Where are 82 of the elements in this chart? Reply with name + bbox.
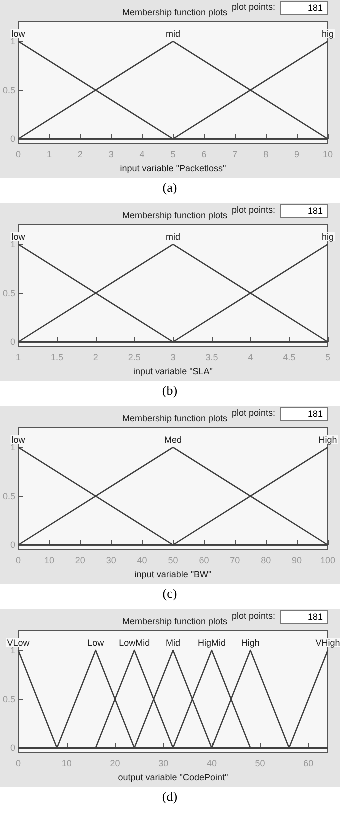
text: plot points: — [232, 205, 276, 215]
series-label: HigMid — [198, 638, 226, 648]
y-tick-label: 0 — [10, 337, 16, 348]
x-tick-label: 7 — [232, 150, 238, 160]
series-label: mid — [166, 29, 181, 40]
series-label: mid — [166, 232, 181, 242]
text: plot points: — [232, 2, 276, 12]
x-tick-label: 3 — [170, 352, 176, 362]
x-tick-label: 3 — [108, 150, 114, 160]
x-tick-label: 70 — [230, 556, 240, 566]
x-axis-title: input variable "SLA" — [134, 366, 213, 376]
text: 181 — [280, 1, 328, 15]
x-tick-label: 10 — [44, 556, 54, 566]
series-label: Med — [164, 435, 182, 446]
x-tick-label: 6 — [202, 150, 207, 160]
x-tick-label: 20 — [110, 758, 120, 768]
x-tick-label: 5 — [325, 352, 331, 362]
y-tick-label: 0.5 — [2, 85, 16, 96]
x-axis-title: output variable "CodePoint" — [118, 772, 228, 782]
chart-title: Membership function plots — [122, 210, 228, 220]
x-axis-title: input variable "BW" — [134, 569, 212, 580]
series-label: VLow — [7, 638, 30, 648]
x-tick-label: 20 — [75, 556, 86, 566]
text: plot points: — [232, 408, 276, 418]
series-label: High — [241, 638, 260, 648]
x-tick-label: 4 — [248, 352, 254, 362]
x-tick-label: 9 — [294, 150, 300, 160]
y-tick-label: 0.5 — [2, 491, 16, 502]
y-tick-label: 1 — [10, 442, 16, 453]
x-tick-label: 3.5 — [206, 352, 218, 362]
x-tick-label: 60 — [199, 556, 210, 566]
series-label: low — [12, 435, 26, 446]
chart-title: Membership function plots — [122, 414, 228, 424]
series-label: Mid — [166, 638, 181, 648]
x-tick-label: 40 — [206, 758, 217, 768]
text: (d) — [161, 789, 179, 805]
text: 181 — [280, 610, 328, 624]
text: (c) — [162, 586, 178, 602]
x-tick-label: 10 — [322, 150, 334, 160]
y-tick-label: 0 — [10, 134, 16, 144]
x-tick-label: 30 — [106, 556, 116, 566]
x-tick-label: 40 — [137, 556, 148, 566]
series-label: hig — [322, 29, 334, 40]
y-tick-label: 0 — [10, 743, 16, 754]
y-tick-label: 1 — [10, 240, 16, 250]
x-tick-label: 80 — [261, 556, 272, 566]
series-label: High — [318, 435, 338, 446]
x-tick-label: 100 — [320, 556, 336, 566]
text: 181 — [280, 204, 328, 218]
x-tick-label: 90 — [292, 556, 302, 566]
text: (b) — [161, 383, 179, 399]
x-tick-label: 50 — [168, 556, 178, 566]
y-tick-label: 0.5 — [2, 694, 16, 704]
text: (a) — [162, 180, 178, 196]
series-label: low — [12, 29, 26, 40]
x-tick-label: 1.5 — [50, 352, 64, 362]
x-tick-label: 5 — [170, 150, 176, 160]
y-tick-label: 0 — [10, 540, 16, 550]
chart-title: Membership function plots — [122, 616, 228, 626]
x-tick-label: 2.5 — [128, 352, 141, 362]
y-tick-label: 1 — [10, 646, 16, 656]
series-label: hig — [322, 232, 334, 242]
x-tick-label: 4 — [140, 150, 145, 160]
y-tick-label: 0.5 — [2, 288, 16, 298]
series-label: LowMid — [119, 638, 150, 648]
x-tick-label: 10 — [62, 758, 72, 768]
chart-title: Membership function plots — [122, 8, 228, 18]
x-tick-label: 30 — [158, 758, 169, 768]
x-tick-label: 8 — [264, 150, 269, 160]
x-tick-label: 50 — [255, 758, 266, 768]
x-tick-label: 60 — [304, 758, 314, 768]
x-tick-label: 4.5 — [283, 352, 296, 362]
text: plot points: — [232, 611, 276, 621]
series-label: Low — [88, 638, 105, 648]
text: 181 — [280, 407, 328, 421]
series-label: VHigh — [316, 638, 340, 648]
x-tick-label: 2 — [93, 352, 98, 362]
y-tick-label: 1 — [10, 36, 16, 47]
x-axis-title: input variable "Packetloss" — [120, 163, 226, 174]
x-tick-label: 2 — [78, 150, 83, 160]
x-tick-label: 1 — [46, 150, 52, 160]
series-label: low — [12, 232, 26, 242]
